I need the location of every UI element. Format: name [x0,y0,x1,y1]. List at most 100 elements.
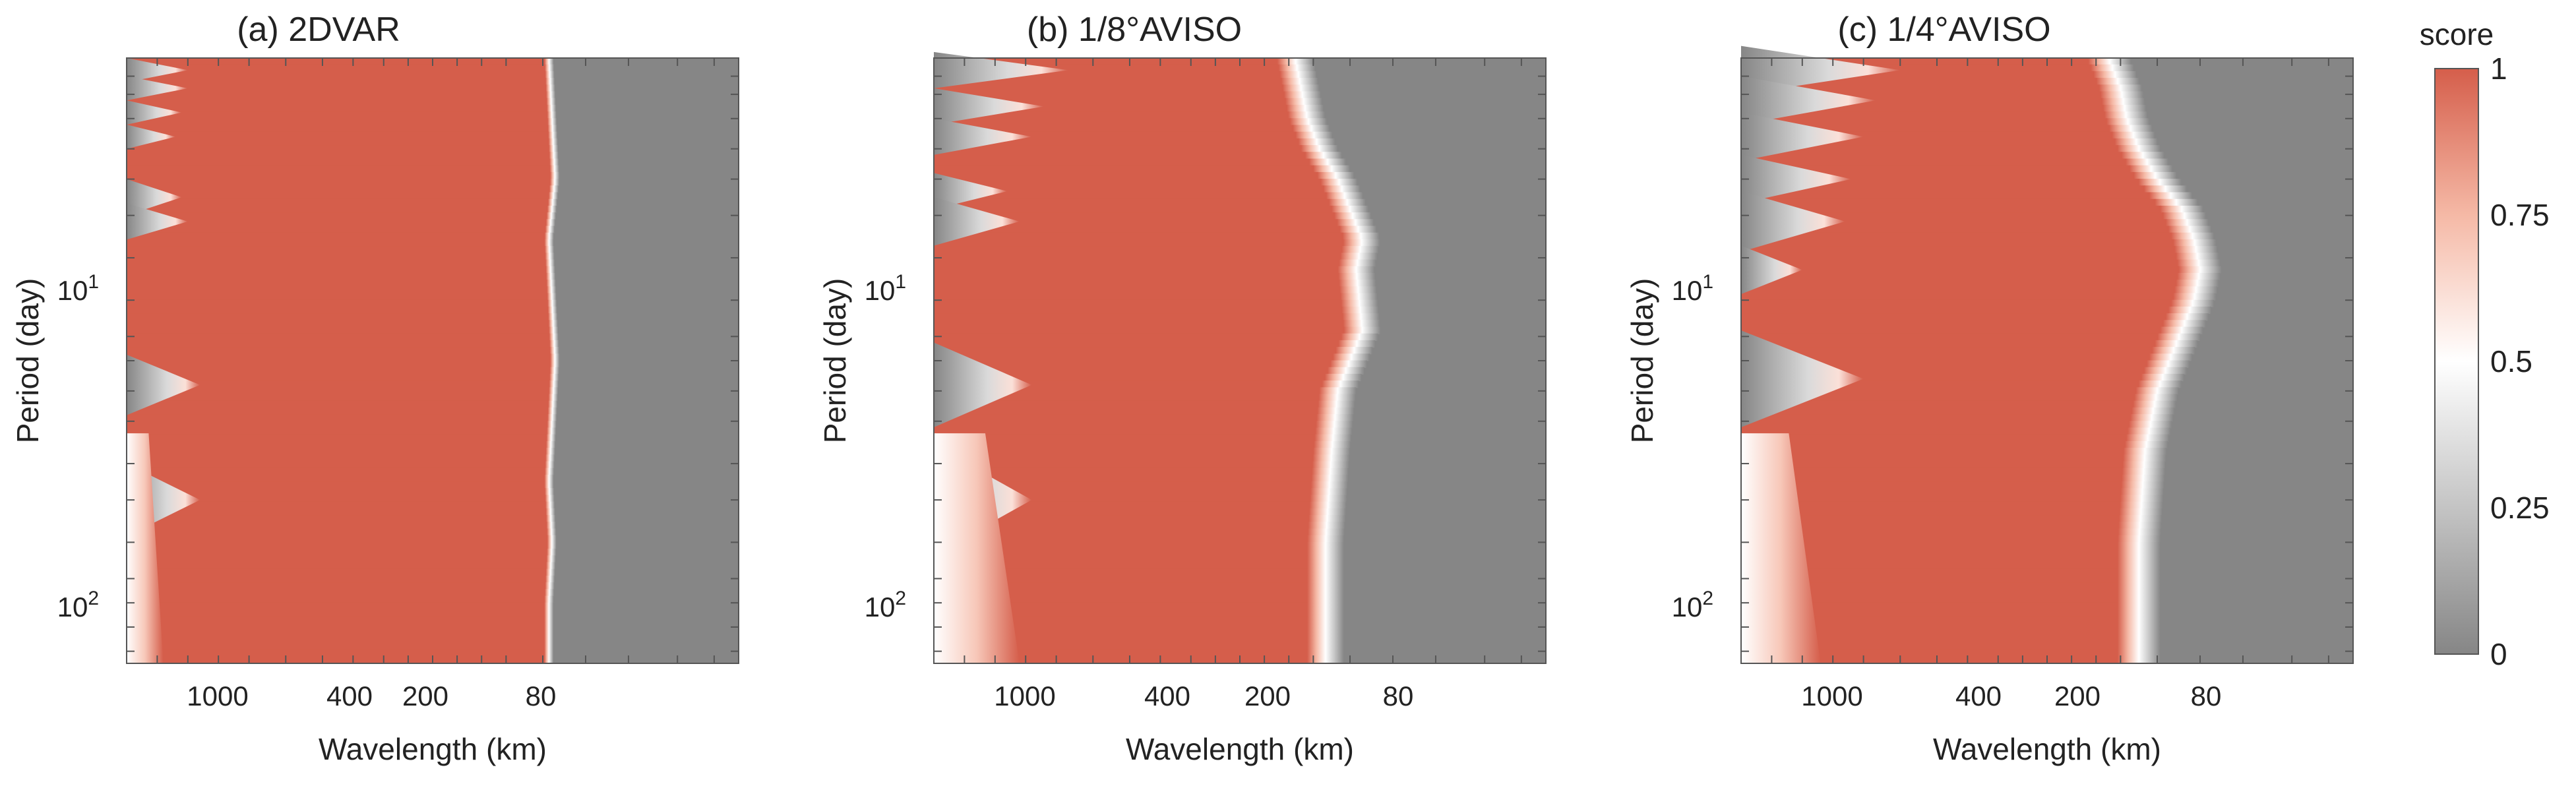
heatmap-row-transition [547,118,557,126]
heatmap-row-transition [2128,427,2171,435]
heatmap-row-score-high [934,421,1317,429]
heatmap-row-transition [1322,380,1359,388]
heatmap-row-score-high [1741,145,2118,153]
heatmap-row-score-high [934,528,1309,536]
heatmap-low-score-notch [934,342,1032,427]
heatmap-row-score-high [1741,515,2120,523]
panel-a: (a) 2DVAR 1000 400 200 80 Wavelength (km… [11,11,739,766]
heatmap-row-score-high [934,226,1341,233]
heatmap-row-score-high [934,589,1308,597]
heatmap-row-score-high [1741,421,2130,429]
heatmap-row-transition [1318,400,1355,408]
heatmap-row-score-high [127,64,546,72]
heatmap-row-transition [1312,454,1350,462]
heatmap-row-transition [1307,535,1345,543]
heatmap-row-transition [544,616,554,624]
heatmap-row-score-high [934,57,1278,65]
heatmap-row-score-high [127,387,550,395]
heatmap-row-score-high [1741,138,2116,146]
heatmap-row-transition [1307,595,1344,603]
heatmap-row-transition [1285,98,1322,106]
heatmap-row-transition [544,474,554,483]
heatmap-row-score-high [1741,320,2164,328]
heatmap-row-transition [545,501,555,509]
heatmap-row-transition [2171,299,2215,307]
heatmap-row-score-high [1741,481,2122,489]
heatmap-row-score-high [127,78,547,86]
heatmap-row-score-high [127,522,547,529]
heatmap-row-score-high [934,158,1310,166]
panel-a-ylabel: Period (day) [11,278,45,444]
heatmap-row-transition [2122,474,2165,483]
heatmap-row-transition [546,91,556,99]
panel-c-frame [1740,57,2354,664]
panel-b-heatmap [934,51,1546,664]
heatmap-row-score-high [934,387,1320,395]
panel-b-ytick-10-1: 101 [865,271,906,306]
heatmap-row-score-high [127,454,547,462]
heatmap-row-transition [2117,549,2161,557]
heatmap-row-transition [544,602,554,610]
heatmap-row-score-high [934,340,1339,348]
heatmap-row-transition [1311,474,1349,483]
heatmap-row-transition [2176,280,2219,287]
heatmap-row-score-high [1741,394,2135,402]
heatmap-row-score-high [127,71,546,79]
heatmap-row-transition [2141,373,2184,382]
heatmap-row-score-high [1741,165,2131,173]
heatmap-row-score-high [127,474,545,483]
panel-a-xtick-1000: 1000 [187,680,248,711]
colorbar-label: score [2420,17,2494,51]
heatmap-row-score-high [934,373,1326,382]
heatmap-row-score-high [1741,373,2142,382]
heatmap-row-transition [1317,407,1355,415]
heatmap-row-score-high [127,219,547,227]
heatmap-row-transition [547,306,557,315]
heatmap-row-transition [1312,461,1349,469]
heatmap-row-score-high [1741,179,2139,187]
heatmap-row-score-high [1741,313,2166,321]
heatmap-row-score-high [127,353,551,361]
heatmap-row-score-high [127,528,548,536]
heatmap-row-score-high [1741,380,2139,388]
heatmap-row-score-high [934,131,1297,139]
panel-a-xtick-80: 80 [526,680,557,711]
heatmap-row-transition [2093,71,2137,79]
heatmap-row-transition [2117,589,2161,597]
heatmap-row-transition [1314,434,1352,442]
heatmap-low-score-notch [1741,191,1845,252]
heatmap-row-score-high [934,212,1335,220]
heatmap-row-score-high [934,313,1343,321]
heatmap-row-score-high [127,421,548,429]
heatmap-row-score-high [1741,595,2118,603]
heatmap-row-transition [1310,495,1347,502]
heatmap-row-transition [2133,400,2176,408]
heatmap-row-transition [545,468,555,475]
heatmap-row-transition [2120,495,2164,502]
heatmap-row-score-high [1741,522,2120,529]
heatmap-row-score-high [1741,629,2118,637]
heatmap-row-score-high [127,394,549,402]
panel-b-xtick-400: 400 [1144,680,1190,711]
heatmap-row-score-high [127,595,545,603]
heatmap-row-transition [2117,636,2161,644]
heatmap-row-transition [2149,192,2193,200]
heatmap-row-score-high [934,582,1308,590]
heatmap-row-score-high [127,152,550,160]
heatmap-row-transition [1318,394,1356,402]
heatmap-row-score-high [934,198,1330,206]
heatmap-row-score-high [127,239,545,247]
heatmap-row-score-high [934,440,1315,449]
heatmap-row-score-high [934,609,1308,617]
heatmap-row-score-high [1741,440,2126,449]
heatmap-row-score-high [127,562,547,570]
heatmap-row-transition [2152,347,2195,355]
heatmap-row-score-high [1741,414,2131,422]
heatmap-row-score-high [1741,528,2119,536]
heatmap-row-transition [2173,293,2217,301]
heatmap-row-score-high [127,448,547,456]
heatmap-row-score-high [127,427,548,435]
heatmap-row-score-high [934,508,1310,516]
heatmap-row-transition [545,508,555,516]
heatmap-row-score-high [1741,474,2123,483]
